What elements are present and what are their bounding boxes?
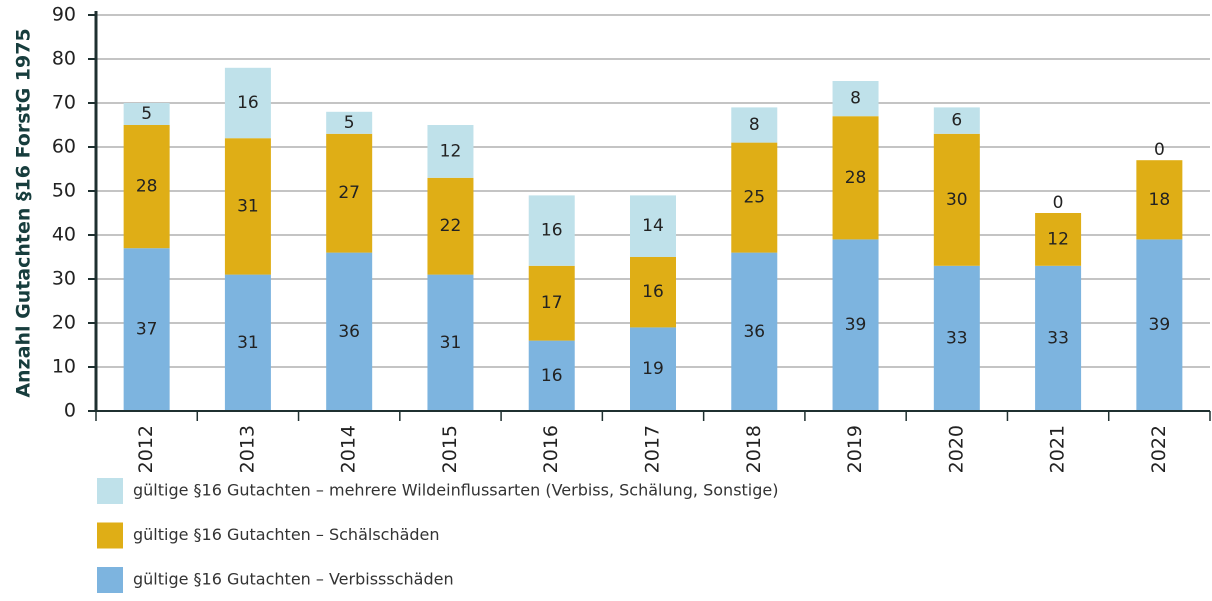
y-axis-title: Anzahl Gutachten §16 ForstG 1975	[13, 28, 35, 397]
x-tick-label: 2014	[338, 425, 360, 473]
y-tick-label: 40	[52, 224, 76, 246]
legend-swatch	[97, 522, 123, 549]
y-tick-label: 60	[52, 136, 76, 158]
value-label: 36	[743, 322, 765, 342]
x-tick-label: 2018	[743, 425, 765, 473]
value-label: 28	[136, 177, 158, 197]
y-tick-label: 30	[52, 268, 76, 290]
bar-segment	[832, 239, 879, 411]
value-label: 39	[1149, 315, 1171, 335]
value-label: 5	[141, 104, 152, 124]
value-label: 12	[1047, 229, 1069, 249]
value-label: 6	[951, 111, 962, 131]
bar-segment	[123, 125, 170, 249]
bar-segment	[224, 274, 271, 411]
bar-segment	[832, 116, 879, 240]
bar-segment	[731, 107, 778, 143]
bar-segment	[427, 177, 474, 275]
bar-segment	[731, 142, 778, 253]
value-label: 33	[1047, 328, 1069, 348]
bar-segment	[1136, 239, 1183, 411]
value-label: 39	[845, 315, 867, 335]
legend-swatch	[97, 478, 123, 504]
bar-segment	[1136, 160, 1183, 240]
value-label: 8	[749, 115, 760, 135]
bar-segment	[326, 252, 373, 411]
legend-label: gültige §16 Gutachten – mehrere Wildeinf…	[133, 481, 778, 500]
x-tick-label: 2019	[844, 425, 866, 473]
value-label: 0	[1053, 193, 1064, 213]
bar-segment	[933, 265, 980, 411]
y-tick-label: 90	[52, 4, 76, 26]
y-tick-label: 70	[52, 92, 76, 114]
bar-segment	[326, 133, 373, 253]
x-tick-label: 2022	[1148, 425, 1170, 473]
y-tick-label: 0	[64, 400, 76, 422]
value-label: 14	[642, 216, 664, 236]
bar-segment	[528, 265, 575, 341]
bar-segment	[528, 340, 575, 411]
bar-segment	[326, 111, 373, 134]
y-tick-label: 10	[52, 356, 76, 378]
value-label: 0	[1154, 140, 1165, 160]
bar-segment	[123, 248, 170, 411]
x-tick-label: 2015	[439, 425, 461, 473]
x-tick-label: 2021	[1047, 425, 1069, 473]
value-label: 30	[946, 190, 968, 210]
value-label: 37	[136, 320, 158, 340]
y-tick-label: 20	[52, 312, 76, 334]
value-label: 18	[1149, 190, 1171, 210]
bar-segment	[224, 67, 271, 139]
value-label: 28	[845, 168, 867, 188]
y-tick-label: 80	[52, 48, 76, 70]
x-tick-label: 2012	[135, 425, 157, 473]
bar-segment	[427, 125, 474, 178]
x-tick-label: 2017	[642, 425, 664, 473]
value-label: 16	[541, 366, 563, 386]
value-label: 8	[850, 89, 861, 109]
value-label: 31	[237, 196, 259, 216]
value-label: 25	[743, 188, 765, 208]
value-label: 19	[642, 359, 664, 379]
value-label: 12	[440, 141, 462, 161]
bar-segment	[1035, 213, 1082, 266]
legend-label: gültige §16 Gutachten – Schälschäden	[133, 525, 440, 544]
bar-segment	[933, 133, 980, 266]
value-label: 36	[338, 322, 360, 342]
legend-label: gültige §16 Gutachten – Verbissschäden	[133, 570, 454, 589]
value-label: 33	[946, 328, 968, 348]
bar-segment	[630, 195, 676, 257]
bar-segment	[832, 81, 879, 117]
value-label: 31	[440, 333, 462, 353]
value-label: 5	[344, 113, 355, 133]
bar-segment	[731, 252, 778, 411]
value-label: 31	[237, 333, 259, 353]
x-tick-label: 2013	[236, 425, 258, 473]
bar-segment	[933, 107, 980, 134]
bar-segment	[630, 327, 676, 411]
value-label: 17	[541, 293, 563, 313]
bar-segment	[123, 103, 170, 125]
legend-swatch	[97, 567, 123, 593]
y-tick-label: 50	[52, 180, 76, 202]
value-label: 27	[338, 183, 360, 203]
bar-segment	[224, 138, 271, 275]
value-label: 16	[237, 93, 259, 113]
value-label: 16	[642, 282, 664, 302]
bar-segment	[1035, 265, 1082, 411]
bar-segment	[630, 257, 676, 328]
bar-segment	[528, 195, 575, 266]
x-tick-label: 2020	[945, 425, 967, 473]
value-label: 16	[541, 221, 563, 241]
value-label: 22	[440, 216, 462, 236]
x-tick-label: 2016	[540, 425, 562, 473]
bar-segment	[427, 274, 474, 411]
